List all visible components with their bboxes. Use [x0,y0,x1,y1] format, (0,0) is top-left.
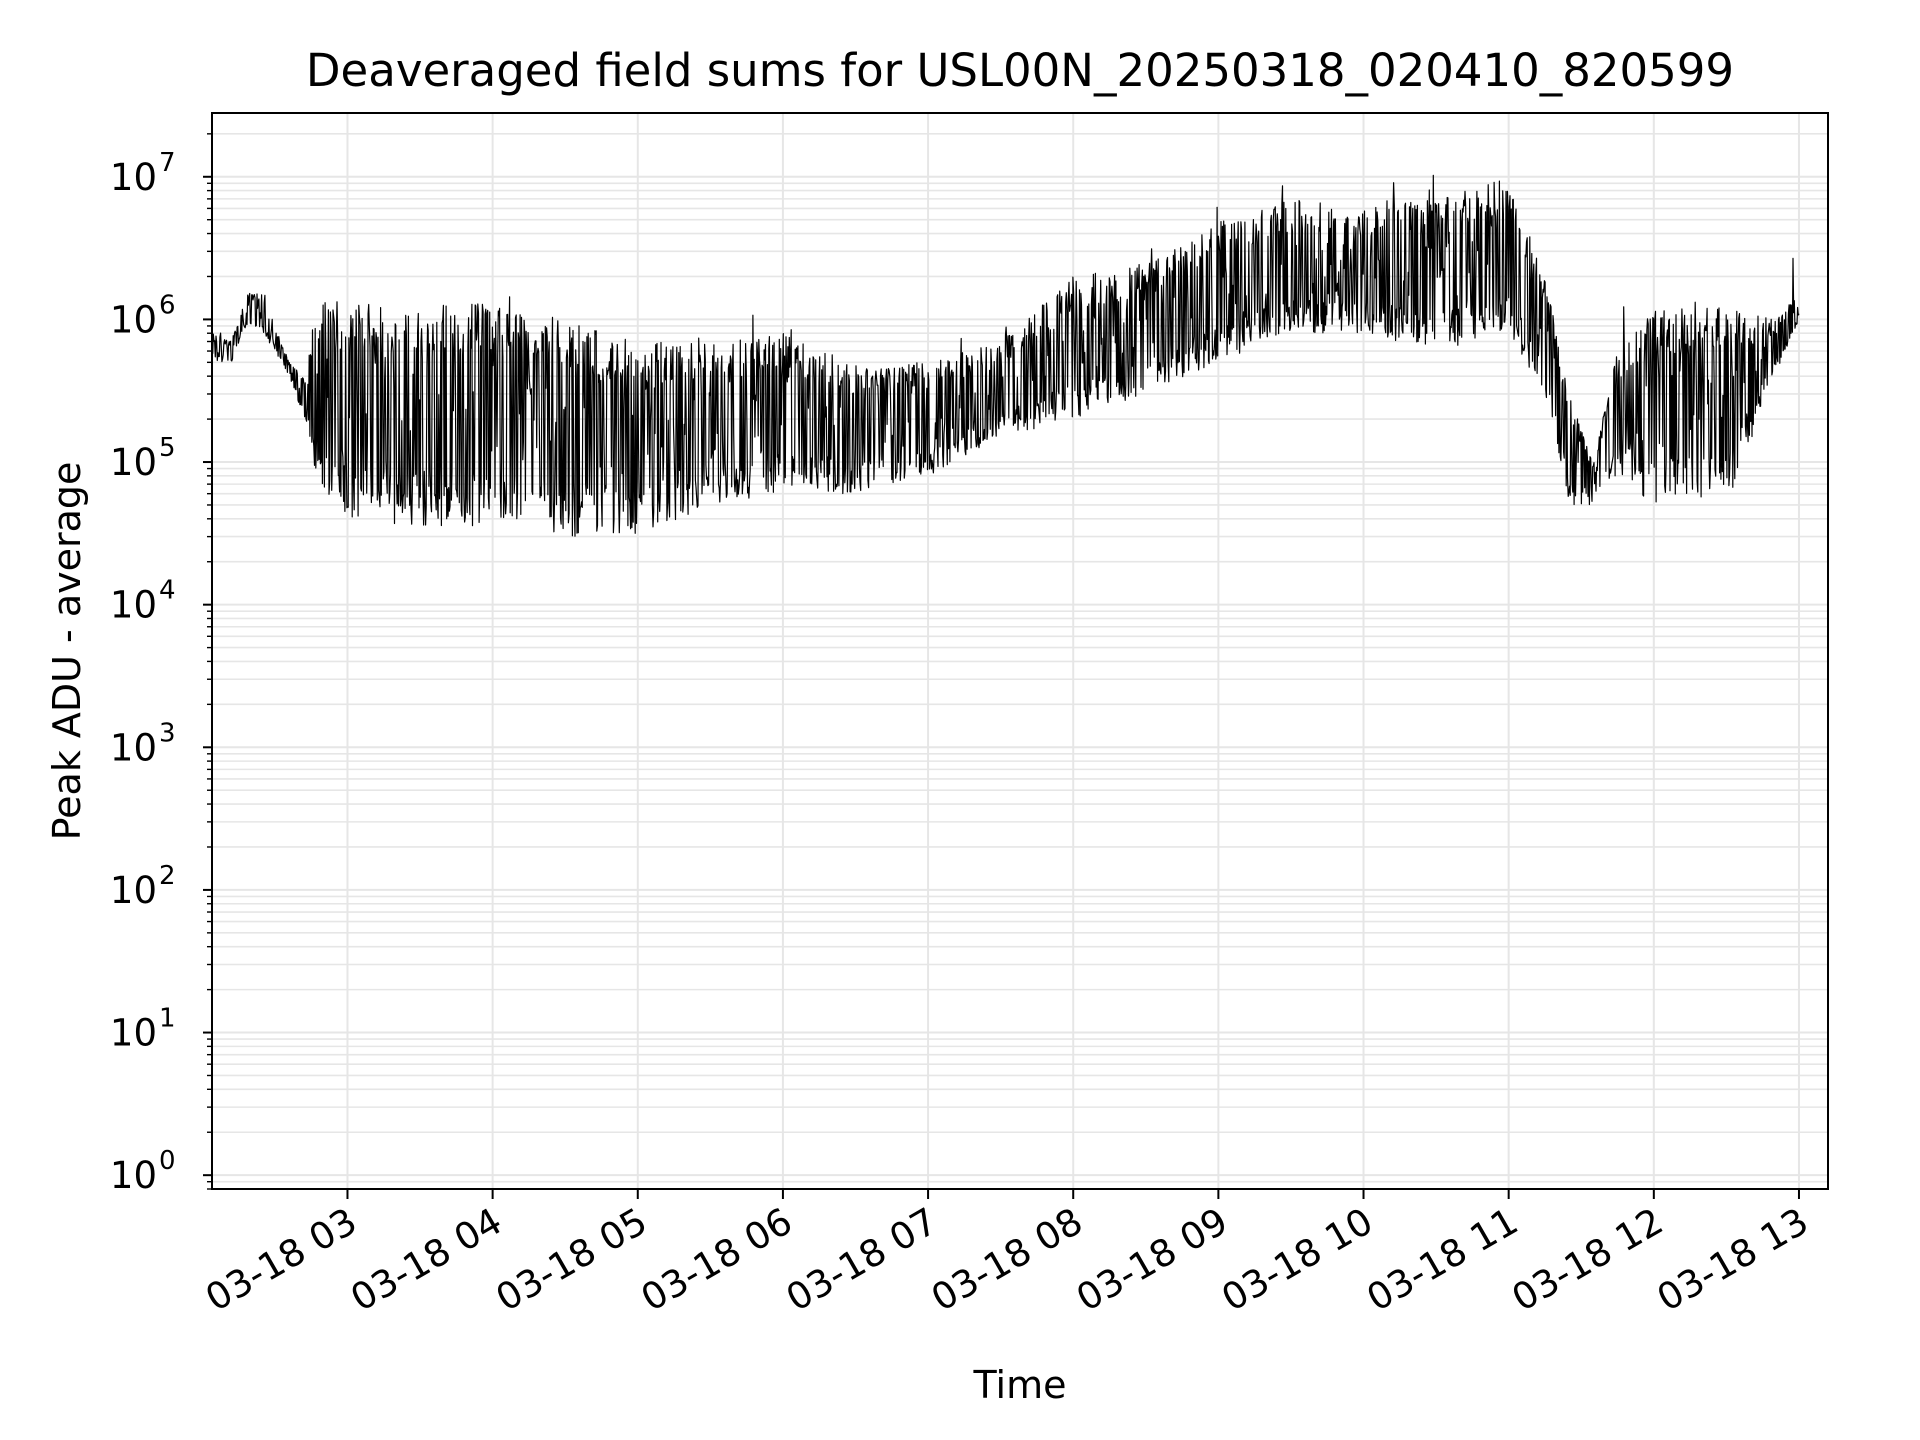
y-tick-label: 10 3 [110,718,176,769]
y-tick-exponent: 6 [159,290,176,320]
grid-lines [212,113,1828,1190]
y-tick-label: 10 5 [110,433,176,484]
y-tick-label: 10 4 [110,576,176,627]
y-tick-base: 10 [110,584,157,627]
y-tick-base: 10 [110,1012,157,1055]
plot-frame [211,112,1829,1190]
y-tick-exponent: 3 [159,718,176,748]
y-tick-label: 10 6 [110,290,176,341]
y-tick-label: 10 2 [110,861,176,912]
y-tick-base: 10 [110,298,157,341]
y-tick-base: 10 [110,869,157,912]
y-tick-exponent: 0 [159,1146,176,1176]
y-tick-exponent: 4 [159,576,176,606]
y-axis-label: Peak ADU - average [45,462,89,841]
y-tick-exponent: 2 [159,861,176,891]
y-tick-base: 10 [110,441,157,484]
y-tick-label: 10 0 [110,1146,176,1197]
y-tick-exponent: 5 [159,433,176,463]
series-line [211,174,1800,537]
chart-title: Deaveraged field sums for USL00N_2025031… [306,44,1734,97]
y-tick-label: 10 1 [110,1004,176,1055]
y-tick-base: 10 [110,156,157,199]
y-tick-exponent: 7 [159,148,176,178]
y-tick-exponent: 1 [159,1004,176,1034]
y-tick-base: 10 [110,1154,157,1197]
y-tick-base: 10 [110,726,157,769]
y-tick-label: 10 7 [110,148,176,199]
x-axis-label: Time [973,1363,1067,1407]
series-layer [211,174,1800,537]
